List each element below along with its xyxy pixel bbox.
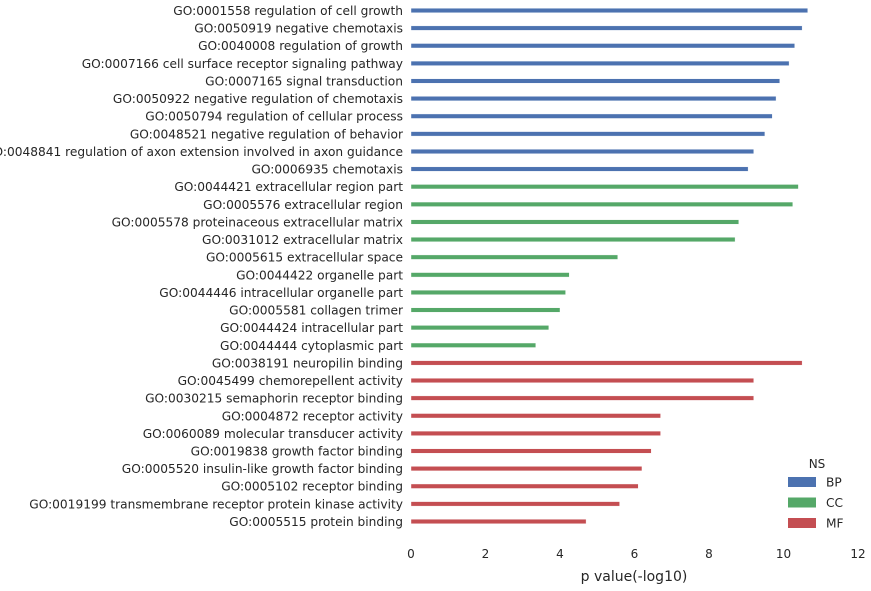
category-label: GO:0044424 intracellular part xyxy=(220,321,403,335)
legend-entries: BP CC MF xyxy=(788,476,844,531)
legend-swatch xyxy=(788,518,816,528)
category-label: GO:0005576 extracellular region xyxy=(203,198,403,212)
bar xyxy=(410,466,643,472)
legend-swatch xyxy=(788,477,816,487)
bar xyxy=(410,78,780,84)
category-labels-layer: GO:0001558 regulation of cell growth GO:0… xyxy=(0,4,404,529)
bars-layer xyxy=(410,8,808,524)
bar xyxy=(410,378,754,383)
category-label: GO:0006935 chemotaxis xyxy=(251,163,403,177)
category-label: GO:0038191 neuropilin binding xyxy=(212,356,403,370)
legend-label: CC xyxy=(826,496,843,510)
x-tick-label: 12 xyxy=(850,547,865,561)
bar xyxy=(410,201,794,207)
bar xyxy=(410,272,570,278)
category-label: GO:0005578 proteinaceous extracellular m… xyxy=(112,215,403,229)
legend-entry: CC xyxy=(788,496,843,510)
category-label: GO:0048841 regulation of axon extension … xyxy=(0,145,403,159)
bar xyxy=(410,25,803,31)
category-label: GO:0044421 extracellular region part xyxy=(174,180,403,194)
bar xyxy=(410,289,566,295)
bar xyxy=(410,413,661,419)
category-label: GO:0044422 organelle part xyxy=(236,268,403,282)
bar xyxy=(410,430,661,436)
legend-title: NS xyxy=(809,457,826,471)
category-label: GO:0031012 extracellular matrix xyxy=(202,233,403,247)
category-label: GO:0007165 signal transduction xyxy=(205,74,403,88)
bar xyxy=(410,519,587,524)
category-label: GO:0005615 extracellular space xyxy=(206,251,403,265)
x-tick-label: 4 xyxy=(556,547,564,561)
bar xyxy=(410,325,550,331)
category-label: GO:0060089 molecular transducer activity xyxy=(143,427,403,441)
category-label: GO:0045499 chemorepellent activity xyxy=(178,374,403,388)
bar xyxy=(410,8,808,13)
bar xyxy=(410,342,536,348)
bar xyxy=(410,113,773,119)
bar xyxy=(410,307,561,313)
bar xyxy=(410,43,795,49)
category-label: GO:0005102 receptor binding xyxy=(221,480,403,494)
x-tick-label: 10 xyxy=(776,547,791,561)
category-label: GO:0030215 semaphorin receptor binding xyxy=(145,392,403,406)
bar xyxy=(410,219,739,225)
category-label: GO:0001558 regulation of cell growth xyxy=(173,4,403,18)
category-label: GO:0005520 insulin-like growth factor bi… xyxy=(122,462,403,476)
bar xyxy=(410,254,618,260)
legend: NS BP CC MF xyxy=(788,457,844,531)
x-tick-label: 6 xyxy=(631,547,639,561)
x-tick-labels: 0 2 4 6 8 10 12 xyxy=(407,547,865,561)
category-label: GO:0044446 intracellular organelle part xyxy=(159,286,403,300)
category-label: GO:0050919 negative chemotaxis xyxy=(194,22,403,36)
category-label: GO:0050794 regulation of cellular proces… xyxy=(145,110,403,124)
legend-entry: BP xyxy=(788,476,842,490)
bar xyxy=(410,131,766,137)
bar xyxy=(410,501,620,507)
bar xyxy=(410,184,799,190)
legend-label: BP xyxy=(826,476,842,490)
category-label: GO:0048521 negative regulation of behavi… xyxy=(130,127,404,141)
bar xyxy=(410,149,754,154)
bar xyxy=(410,448,652,454)
category-label: GO:0004872 receptor activity xyxy=(222,409,403,423)
x-axis-label: p value(-log10) xyxy=(581,569,688,585)
bar xyxy=(410,96,777,102)
legend-label: MF xyxy=(826,517,844,531)
category-label: GO:0019838 growth factor binding xyxy=(191,445,403,459)
legend-swatch xyxy=(788,497,816,508)
category-label: GO:0007166 cell surface receptor signali… xyxy=(82,57,403,71)
category-label: GO:0019199 transmembrane receptor protei… xyxy=(29,497,403,511)
category-label: GO:0005581 collagen trimer xyxy=(229,304,404,318)
bar xyxy=(410,360,803,366)
x-tick-label: 8 xyxy=(705,547,713,561)
legend-entry: MF xyxy=(788,517,844,531)
bar xyxy=(410,60,790,66)
category-label: GO:0040008 regulation of growth xyxy=(198,39,403,53)
x-tick-label: 2 xyxy=(482,547,490,561)
category-label: GO:0050922 negative regulation of chemot… xyxy=(113,92,403,106)
category-label: GO:0044444 cytoplasmic part xyxy=(220,339,403,353)
bar xyxy=(410,237,736,243)
bar xyxy=(410,166,749,172)
category-label: GO:0005515 protein binding xyxy=(229,515,403,529)
bar xyxy=(410,483,639,489)
x-tick-label: 0 xyxy=(407,547,415,561)
bar xyxy=(410,395,754,401)
